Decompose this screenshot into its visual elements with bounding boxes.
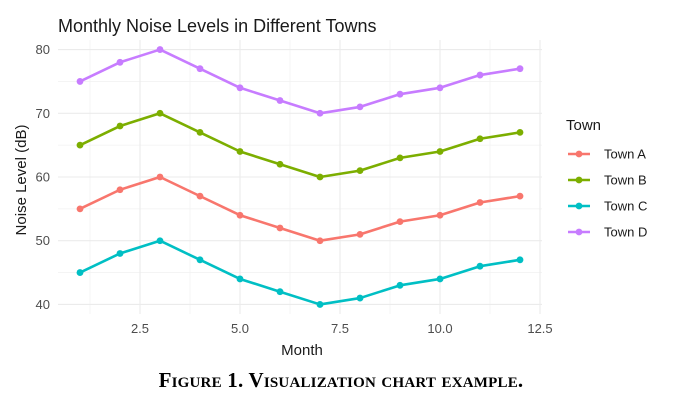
data-point xyxy=(76,269,84,276)
x-axis-title: Month xyxy=(281,342,323,359)
data-point xyxy=(516,192,524,200)
data-point xyxy=(196,128,204,136)
legend-item: Town D xyxy=(568,225,647,240)
data-point xyxy=(476,135,484,143)
data-point xyxy=(276,160,284,168)
data-point xyxy=(516,256,524,264)
data-point xyxy=(396,218,404,226)
data-point xyxy=(396,281,404,289)
data-point xyxy=(236,275,244,283)
data-point xyxy=(116,58,124,66)
x-tick-label: 10.0 xyxy=(427,321,452,336)
y-tick-label: 60 xyxy=(36,170,50,185)
y-axis-ticks: 40 50 60 70 80 xyxy=(36,42,50,312)
x-tick-label: 2.5 xyxy=(131,321,149,336)
series-lines xyxy=(76,46,524,308)
data-point xyxy=(156,109,164,117)
y-tick-label: 40 xyxy=(36,297,50,312)
data-point xyxy=(396,90,404,98)
legend-item: Town A xyxy=(568,147,646,162)
data-point xyxy=(196,65,204,73)
data-point xyxy=(196,192,204,200)
data-point xyxy=(156,46,164,53)
data-point xyxy=(76,78,84,85)
data-point xyxy=(236,84,244,92)
x-tick-label: 7.5 xyxy=(331,321,349,336)
data-point xyxy=(476,262,484,270)
data-point xyxy=(316,237,324,245)
series-town-c xyxy=(76,237,524,308)
data-point xyxy=(476,71,484,79)
data-point xyxy=(236,148,244,155)
data-point xyxy=(196,256,204,264)
series-line xyxy=(78,175,522,243)
y-tick-label: 80 xyxy=(36,42,50,57)
series-town-a xyxy=(76,173,524,245)
data-point xyxy=(356,103,364,111)
x-tick-label: 5.0 xyxy=(231,321,249,336)
plot-grid xyxy=(58,40,542,314)
data-point xyxy=(396,154,404,162)
x-tick-label: 12.5 xyxy=(527,321,552,336)
data-point xyxy=(516,128,524,136)
data-point xyxy=(276,288,284,296)
data-point xyxy=(436,84,444,92)
legend: Town A Town B Town C Town D xyxy=(568,147,647,240)
data-point xyxy=(356,167,364,175)
data-point xyxy=(116,250,124,257)
data-point xyxy=(156,237,164,245)
series-line xyxy=(78,48,522,115)
legend-key-point xyxy=(575,150,583,158)
data-point xyxy=(316,301,324,308)
data-point xyxy=(476,199,484,206)
y-axis-title: Noise Level (dB) xyxy=(13,125,30,236)
legend-key-point xyxy=(575,202,583,210)
y-tick-label: 50 xyxy=(36,233,50,248)
data-point xyxy=(116,122,124,130)
data-point xyxy=(436,211,444,219)
series-line xyxy=(78,239,522,306)
chart-title: Monthly Noise Levels in Different Towns xyxy=(58,16,377,36)
x-axis-ticks: 2.5 5.0 7.5 10.0 12.5 xyxy=(131,321,553,336)
data-point xyxy=(436,275,444,283)
data-point xyxy=(516,65,524,73)
legend-key-point xyxy=(575,176,583,184)
data-point xyxy=(316,109,324,117)
series-town-b xyxy=(76,109,524,181)
y-tick-label: 70 xyxy=(36,106,50,121)
legend-key-point xyxy=(575,228,583,236)
data-point xyxy=(316,173,324,181)
series-town-d xyxy=(76,46,524,117)
series-line xyxy=(78,111,522,179)
legend-item: Town C xyxy=(568,199,647,214)
legend-title: Town xyxy=(566,117,601,134)
data-point xyxy=(276,97,284,104)
legend-label: Town D xyxy=(604,225,647,240)
legend-label: Town C xyxy=(604,199,647,214)
data-point xyxy=(276,224,284,232)
data-point xyxy=(116,186,124,194)
data-point xyxy=(436,148,444,155)
legend-label: Town B xyxy=(604,173,647,188)
data-point xyxy=(356,230,364,238)
figure-caption: Figure 1. Visualization chart example. xyxy=(158,368,524,392)
data-point xyxy=(236,211,244,219)
legend-item: Town B xyxy=(568,173,647,188)
data-point xyxy=(356,294,364,302)
legend-label: Town A xyxy=(604,147,646,162)
data-point xyxy=(76,141,84,149)
data-point xyxy=(156,173,164,181)
data-point xyxy=(76,205,84,213)
